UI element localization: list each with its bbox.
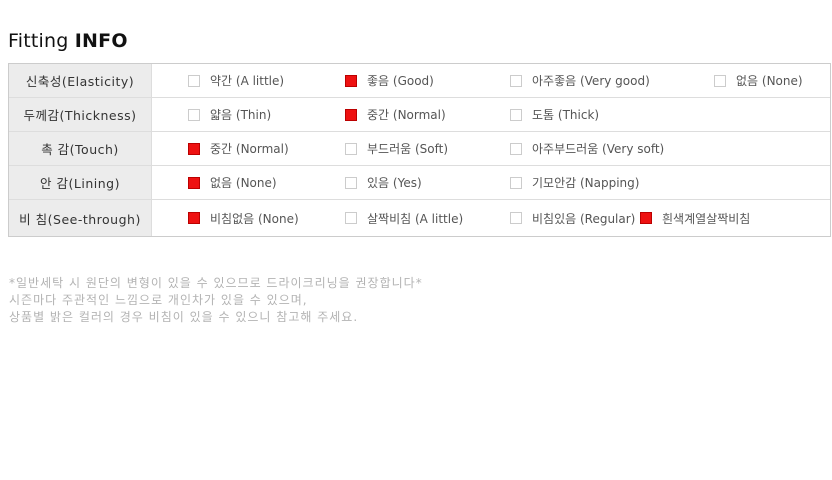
option-label: 부드러움 (Soft) [367, 142, 449, 156]
option-label: 없음 (None) [210, 176, 277, 190]
option: 비침없음 (None) [188, 210, 345, 227]
option-label: 있음 (Yes) [367, 176, 422, 190]
option-label: 살짝비침 (A little) [367, 211, 464, 226]
option: 없음 (None) [188, 174, 345, 191]
checkbox-icon [345, 108, 357, 121]
row-options: 없음 (None) 있음 (Yes) 기모안감 (Napping) [152, 166, 830, 199]
checkbox-icon [188, 74, 200, 87]
note-line: 시즌마다 주관적인 느낌으로 개인차가 있을 수 있으며, [9, 293, 308, 307]
table-row-thickness: 두께감(Thickness) 얇음 (Thin) 중간 (Normal) 도톰 … [9, 98, 830, 132]
checkbox-icon [510, 142, 522, 155]
page-title-prefix: Fitting [8, 30, 69, 52]
option-label: 중간 (Normal) [210, 142, 289, 156]
table-row-see-through: 비 침(See-through) 비침없음 (None) 살짝비침 (A lit… [9, 200, 830, 236]
option-label: 흰색계열살짝비침 [662, 211, 751, 226]
row-options: 얇음 (Thin) 중간 (Normal) 도톰 (Thick) [152, 98, 830, 131]
checkbox-icon [714, 74, 726, 87]
option-label: 좋음 (Good) [367, 74, 434, 88]
table-row-elasticity: 신축성(Elasticity) 약간 (A little) 좋음 (Good) … [9, 64, 830, 98]
option-label: 아주부드러움 (Very soft) [532, 142, 665, 156]
fitting-info-page: Fitting INFO 신축성(Elasticity) 약간 (A littl… [0, 30, 832, 326]
checkbox-icon [345, 142, 357, 155]
option: 아주부드러움 (Very soft) [510, 140, 664, 157]
row-options: 약간 (A little) 좋음 (Good) 아주좋음 (Very good)… [152, 64, 830, 97]
option: 흰색계열살짝비침 [640, 210, 750, 227]
row-label: 신축성(Elasticity) [9, 64, 152, 97]
option: 좋음 (Good) [345, 72, 510, 89]
page-title: Fitting INFO [8, 30, 831, 52]
option-label: 중간 (Normal) [367, 108, 446, 122]
row-label: 비 침(See-through) [9, 200, 152, 236]
checkbox-icon [510, 74, 522, 87]
option: 비침있음 (Regular) [510, 210, 640, 227]
option: 부드러움 (Soft) [345, 140, 510, 157]
page-title-emphasis: INFO [74, 30, 128, 52]
option: 중간 (Normal) [188, 140, 345, 157]
option: 중간 (Normal) [345, 106, 510, 123]
checkbox-icon [188, 108, 200, 121]
option-label: 비침있음 (Regular) [532, 211, 636, 226]
option-label: 도톰 (Thick) [532, 108, 600, 122]
option-label: 약간 (A little) [210, 74, 285, 88]
note-line: 상품별 밝은 컬러의 경우 비침이 있을 수 있으니 참고해 주세요. [9, 310, 359, 324]
option-label: 얇음 (Thin) [210, 108, 272, 122]
checkbox-icon [510, 212, 522, 224]
checkbox-icon [345, 176, 357, 189]
table-row-touch: 촉 감(Touch) 중간 (Normal) 부드러움 (Soft) 아주부드러… [9, 132, 830, 166]
option: 있음 (Yes) [345, 174, 510, 191]
row-options: 비침없음 (None) 살짝비침 (A little) 비침있음 (Regula… [152, 200, 830, 236]
table-row-lining: 안 감(Lining) 없음 (None) 있음 (Yes) 기모안감 (Nap… [9, 166, 830, 200]
checkbox-icon [188, 176, 200, 189]
checkbox-icon [510, 176, 522, 189]
row-label: 촉 감(Touch) [9, 132, 152, 165]
option-label: 아주좋음 (Very good) [532, 74, 650, 88]
row-label: 안 감(Lining) [9, 166, 152, 199]
care-notes: *일반세탁 시 원단의 변형이 있을 수 있으므로 드라이크리닝을 권장합니다*… [9, 275, 831, 326]
row-label: 두께감(Thickness) [9, 98, 152, 131]
option: 약간 (A little) [188, 72, 345, 89]
option: 도톰 (Thick) [510, 106, 599, 123]
option: 아주좋음 (Very good) [510, 72, 714, 89]
row-options: 중간 (Normal) 부드러움 (Soft) 아주부드러움 (Very sof… [152, 132, 830, 165]
checkbox-icon [188, 212, 200, 224]
checkbox-icon [345, 74, 357, 87]
note-line: *일반세탁 시 원단의 변형이 있을 수 있으므로 드라이크리닝을 권장합니다* [9, 276, 423, 290]
fitting-table: 신축성(Elasticity) 약간 (A little) 좋음 (Good) … [8, 63, 831, 237]
option-label: 없음 (None) [736, 74, 803, 88]
option-label: 기모안감 (Napping) [532, 176, 640, 190]
checkbox-icon [188, 142, 200, 155]
checkbox-icon [510, 108, 522, 121]
option: 얇음 (Thin) [188, 106, 345, 123]
option-label: 비침없음 (None) [210, 211, 299, 226]
checkbox-icon [640, 212, 652, 224]
option: 기모안감 (Napping) [510, 174, 639, 191]
option: 없음 (None) [714, 72, 803, 89]
checkbox-icon [345, 212, 357, 224]
option: 살짝비침 (A little) [345, 210, 510, 227]
